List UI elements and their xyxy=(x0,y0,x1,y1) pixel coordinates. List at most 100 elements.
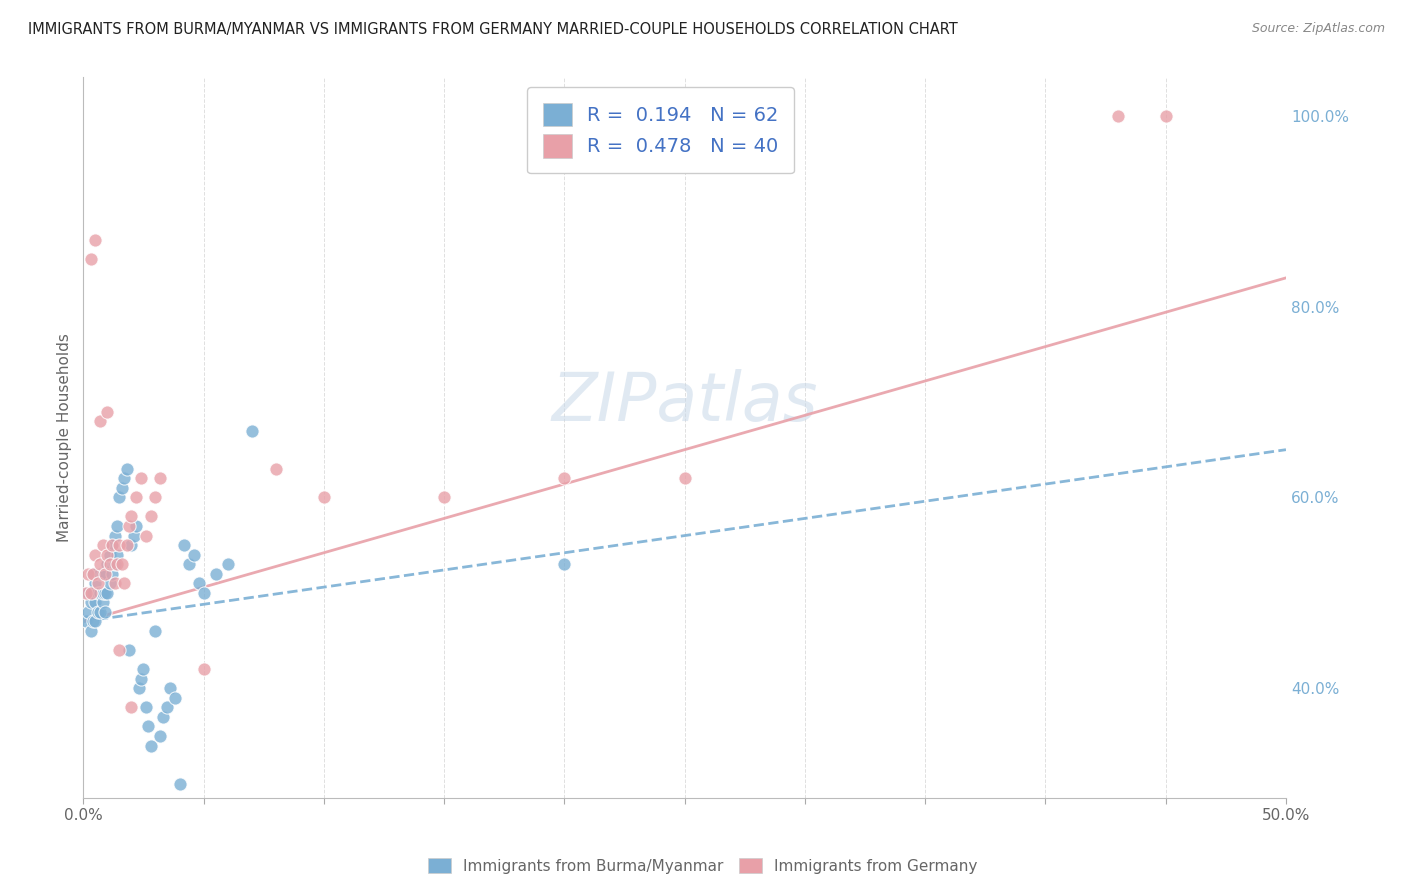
Point xyxy=(77,586,100,600)
Point xyxy=(217,558,239,572)
Point xyxy=(87,576,110,591)
Point xyxy=(91,595,114,609)
Legend: Immigrants from Burma/Myanmar, Immigrants from Germany: Immigrants from Burma/Myanmar, Immigrant… xyxy=(422,852,984,880)
Point xyxy=(82,615,104,629)
Point xyxy=(105,558,128,572)
Point xyxy=(1107,109,1129,123)
Point xyxy=(156,700,179,714)
Point xyxy=(101,566,124,581)
Point xyxy=(96,586,118,600)
Point xyxy=(145,624,167,638)
Point xyxy=(264,462,287,476)
Point xyxy=(187,576,209,591)
Point xyxy=(125,491,148,505)
Point xyxy=(120,700,142,714)
Point xyxy=(183,548,205,562)
Point xyxy=(120,509,142,524)
Point xyxy=(179,558,201,572)
Point xyxy=(115,462,138,476)
Point xyxy=(115,538,138,552)
Point xyxy=(159,681,181,696)
Point xyxy=(89,558,111,572)
Point xyxy=(149,471,172,485)
Point xyxy=(163,690,186,705)
Point xyxy=(75,586,97,600)
Legend: R =  0.194   N = 62, R =  0.478   N = 40: R = 0.194 N = 62, R = 0.478 N = 40 xyxy=(527,87,794,174)
Point xyxy=(129,471,152,485)
Point xyxy=(79,252,101,266)
Point xyxy=(89,586,111,600)
Point xyxy=(1154,109,1177,123)
Point xyxy=(84,233,107,247)
Point xyxy=(96,558,118,572)
Point xyxy=(94,586,117,600)
Point xyxy=(91,566,114,581)
Point xyxy=(312,491,335,505)
Point xyxy=(132,662,155,676)
Point xyxy=(87,586,110,600)
Point xyxy=(84,615,107,629)
Point xyxy=(173,538,195,552)
Point xyxy=(98,558,121,572)
Point xyxy=(433,491,456,505)
Point xyxy=(98,576,121,591)
Point xyxy=(108,643,131,657)
Point xyxy=(193,662,215,676)
Point xyxy=(75,615,97,629)
Point xyxy=(96,548,118,562)
Point xyxy=(129,672,152,686)
Point xyxy=(111,481,134,495)
Text: Source: ZipAtlas.com: Source: ZipAtlas.com xyxy=(1251,22,1385,36)
Point xyxy=(101,538,124,552)
Point xyxy=(139,739,162,753)
Point xyxy=(673,471,696,485)
Point xyxy=(79,595,101,609)
Point xyxy=(82,566,104,581)
Point xyxy=(91,538,114,552)
Point xyxy=(103,528,125,542)
Text: ZIPatlas: ZIPatlas xyxy=(551,368,818,434)
Point xyxy=(125,519,148,533)
Point xyxy=(77,605,100,619)
Point xyxy=(105,519,128,533)
Point xyxy=(169,777,191,791)
Point xyxy=(139,509,162,524)
Point xyxy=(240,424,263,438)
Point xyxy=(108,491,131,505)
Point xyxy=(204,566,226,581)
Point xyxy=(94,605,117,619)
Point xyxy=(553,558,575,572)
Point xyxy=(118,519,141,533)
Point xyxy=(79,586,101,600)
Point xyxy=(79,586,101,600)
Point xyxy=(98,548,121,562)
Point xyxy=(87,605,110,619)
Point xyxy=(82,586,104,600)
Text: IMMIGRANTS FROM BURMA/MYANMAR VS IMMIGRANTS FROM GERMANY MARRIED-COUPLE HOUSEHOL: IMMIGRANTS FROM BURMA/MYANMAR VS IMMIGRA… xyxy=(28,22,957,37)
Point xyxy=(149,729,172,743)
Point xyxy=(82,566,104,581)
Point xyxy=(553,471,575,485)
Point xyxy=(145,491,167,505)
Point xyxy=(79,624,101,638)
Y-axis label: Married-couple Households: Married-couple Households xyxy=(58,334,72,542)
Point xyxy=(94,566,117,581)
Point xyxy=(101,538,124,552)
Point xyxy=(89,605,111,619)
Point xyxy=(84,576,107,591)
Point xyxy=(122,528,145,542)
Point xyxy=(111,558,134,572)
Point xyxy=(135,700,157,714)
Point xyxy=(84,595,107,609)
Point xyxy=(105,548,128,562)
Point xyxy=(112,576,135,591)
Point xyxy=(118,643,141,657)
Point xyxy=(89,566,111,581)
Point xyxy=(96,404,118,418)
Point xyxy=(108,538,131,552)
Point xyxy=(152,710,174,724)
Point xyxy=(103,576,125,591)
Point xyxy=(193,586,215,600)
Point xyxy=(128,681,150,696)
Point xyxy=(136,719,159,733)
